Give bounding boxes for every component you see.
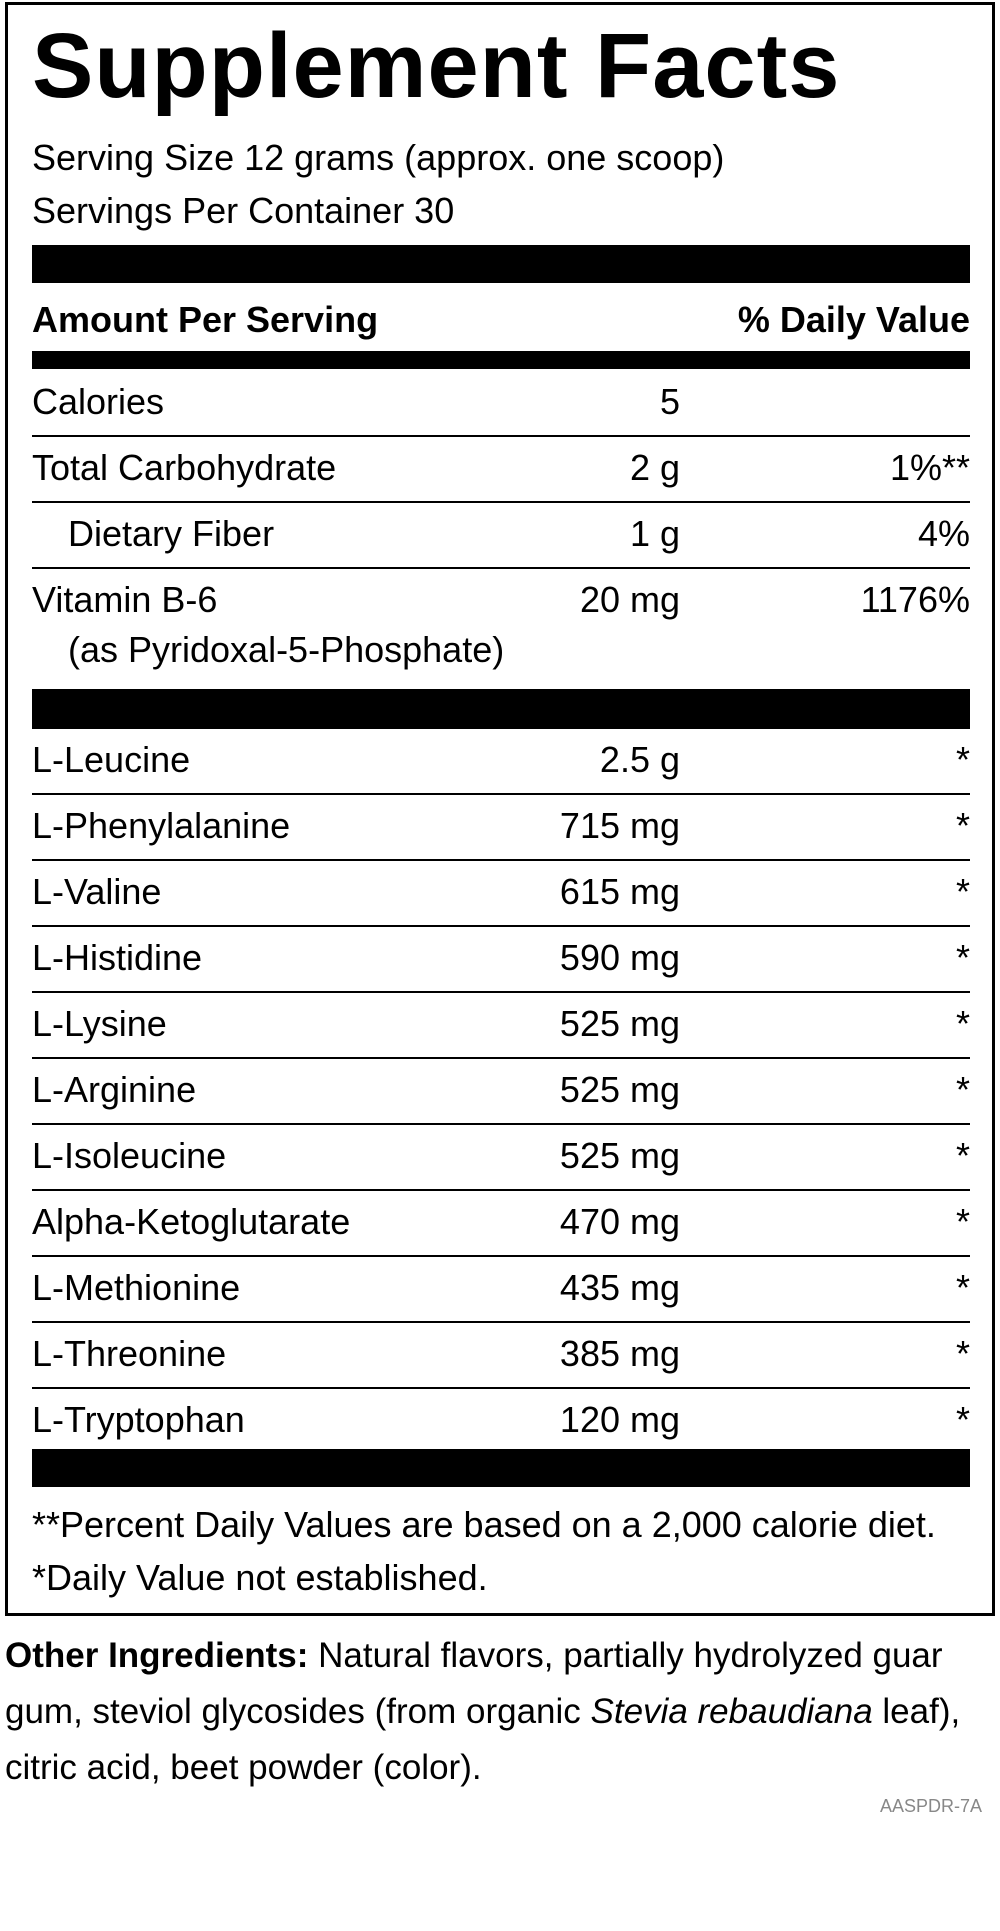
row-daily-value: * [955, 1267, 970, 1308]
row-name: L-Tryptophan [32, 1399, 245, 1440]
row: L-Phenylalanine 715 mg * [32, 795, 970, 861]
row-daily-value: * [955, 1003, 970, 1044]
daily-value-header: % Daily Value [737, 299, 970, 340]
row: L-Valine 615 mg * [32, 861, 970, 927]
row-name: L-Isoleucine [32, 1135, 227, 1176]
footnote: *Daily Value not established. [32, 1557, 488, 1598]
row: L-Tryptophan 120 mg * [32, 1389, 970, 1453]
row: L-Leucine 2.5 g * [32, 729, 970, 795]
other-ingredients: Other Ingredients: Natural flavors, part… [5, 1628, 990, 1796]
other-ingredients-label: Other Ingredients: [5, 1636, 309, 1675]
row: L-Isoleucine 525 mg * [32, 1125, 970, 1191]
row-amount: 435 mg [559, 1267, 680, 1308]
row-amount: 5 [659, 381, 680, 422]
separator-bar [32, 689, 970, 729]
product-code: AASPDR-7A [879, 1796, 982, 1816]
row-name: L-Histidine [32, 937, 203, 978]
row: Dietary Fiber 1 g 4% [32, 503, 970, 569]
row-name: L-Leucine [32, 739, 191, 780]
row-daily-value: 4% [917, 513, 970, 554]
row: L-Threonine 385 mg * [32, 1323, 970, 1389]
row-daily-value: * [955, 1333, 970, 1374]
row-name: L-Valine [32, 871, 162, 912]
row-amount: 120 mg [559, 1399, 680, 1440]
row-name: Vitamin B-6 [32, 579, 218, 620]
row-amount: 470 mg [559, 1201, 680, 1242]
row-name: Alpha-Ketoglutarate [32, 1201, 351, 1242]
row-amount: 525 mg [559, 1135, 680, 1176]
row-daily-value: * [955, 871, 970, 912]
row-daily-value: * [955, 937, 970, 978]
row-name: L-Methionine [32, 1267, 241, 1308]
row-daily-value: 1%** [889, 447, 970, 488]
separator-bar [32, 1449, 970, 1487]
row-subname: (as Pyridoxal-5-Phosphate) [68, 629, 505, 670]
row-daily-value: * [955, 1201, 970, 1242]
row: L-Methionine 435 mg * [32, 1257, 970, 1323]
separator-bar [32, 351, 970, 369]
row-name: L-Lysine [32, 1003, 167, 1044]
row-daily-value: * [955, 805, 970, 846]
row-amount: 615 mg [559, 871, 680, 912]
nutrient-rows: Calories 5 Total Carbohydrate 2 g 1%** Dietar… [32, 371, 970, 685]
serving-size: Serving Size 12 grams (approx. one scoop… [32, 137, 725, 178]
row-daily-value: * [955, 739, 970, 780]
amount-header: Amount Per Serving [32, 299, 379, 340]
row-name: L-Phenylalanine [32, 805, 291, 846]
other-ingredients-text: Natural flavors, partially hydrolyzed gu… [5, 1636, 943, 1731]
ingredient-rows: L-Leucine 2.5 g * L-Phenylalanine 715 mg * L-V… [32, 729, 970, 1453]
row-daily-value: * [955, 1135, 970, 1176]
row: L-Lysine 525 mg * [32, 993, 970, 1059]
row-amount: 1 g [629, 513, 680, 554]
row-name: Total Carbohydrate [32, 447, 337, 488]
other-ingredients-text: leaf), citric acid, beet powder (color). [5, 1692, 961, 1787]
row-amount: 715 mg [559, 805, 680, 846]
title: Supplement Facts [32, 15, 841, 117]
row-daily-value: * [955, 1069, 970, 1110]
row-name: Dietary Fiber [68, 513, 275, 554]
row-amount: 20 mg [579, 579, 680, 620]
row: Calories 5 [32, 371, 970, 437]
row: L-Histidine 590 mg * [32, 927, 970, 993]
row: L-Arginine 525 mg * [32, 1059, 970, 1125]
row-daily-value: * [955, 1399, 970, 1440]
servings-per-container: Servings Per Container 30 [32, 190, 455, 231]
row-daily-value: 1176% [860, 579, 970, 620]
row-amount: 525 mg [559, 1003, 680, 1044]
column-header: Amount Per Serving % Daily Value [32, 295, 970, 345]
row-amount: 2.5 g [599, 739, 680, 780]
supplement-facts-panel: Supplement Facts Serving Size 12 grams (… [5, 2, 995, 1616]
footnote: **Percent Daily Values are based on a 2,… [32, 1504, 936, 1545]
other-ingredients-italic: Stevia rebaudiana [590, 1692, 873, 1731]
row-amount: 525 mg [559, 1069, 680, 1110]
row-name: Calories [32, 381, 165, 422]
row: Total Carbohydrate 2 g 1%** [32, 437, 970, 503]
row-amount: 590 mg [559, 937, 680, 978]
row-name: L-Arginine [32, 1069, 197, 1110]
row: Vitamin B-6 (as Pyridoxal-5-Phosphate) 20 … [32, 569, 970, 685]
row-amount: 385 mg [559, 1333, 680, 1374]
separator-bar [32, 245, 970, 283]
row-name: L-Threonine [32, 1333, 227, 1374]
row: Alpha-Ketoglutarate 470 mg * [32, 1191, 970, 1257]
row-amount: 2 g [629, 447, 680, 488]
